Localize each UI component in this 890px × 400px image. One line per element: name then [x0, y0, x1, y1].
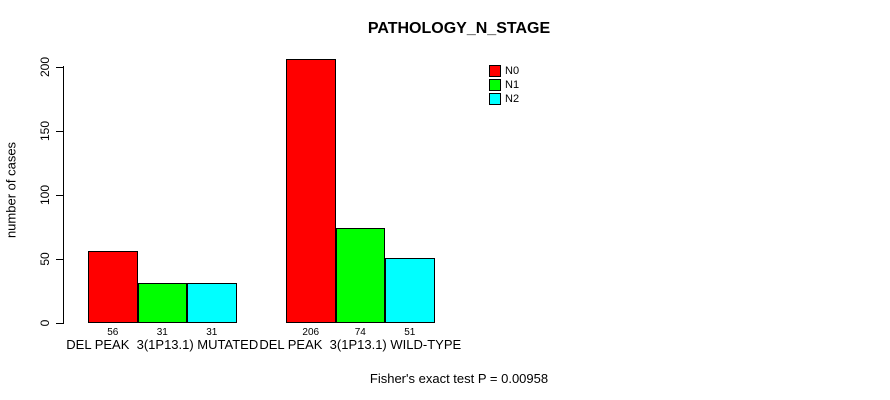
y-tick-mark — [56, 194, 63, 196]
bar-n2-group2 — [385, 257, 435, 323]
bar-n0-group2 — [286, 59, 336, 323]
bar-n1-group1 — [137, 283, 187, 323]
bar-value-label: 31 — [156, 327, 168, 338]
y-tick-label: 0 — [38, 319, 52, 327]
legend-label: N1 — [505, 79, 520, 91]
annotation-text: Fisher's exact test P = 0.00958 — [369, 371, 549, 386]
y-tick-label: 50 — [38, 252, 52, 266]
legend-swatch-n2 — [489, 93, 501, 105]
bar-value-label: 56 — [107, 327, 119, 338]
bar-value-label: 51 — [404, 327, 416, 338]
y-tick-mark — [56, 130, 63, 132]
legend-item-n0: N0 — [489, 65, 519, 77]
legend-item-n2: N2 — [489, 93, 519, 105]
legend-item-n1: N1 — [489, 79, 519, 91]
bar-n2-group1 — [187, 283, 237, 323]
y-tick-mark — [56, 66, 63, 68]
y-tick-mark — [56, 258, 63, 260]
bar-n1-group2 — [335, 228, 385, 323]
y-tick-mark — [56, 322, 63, 324]
chart-title: PATHOLOGY_N_STAGE — [367, 20, 551, 37]
y-tick-label: 150 — [38, 120, 52, 142]
bar-value-label: 206 — [302, 327, 320, 338]
bar-value-label: 31 — [206, 327, 218, 338]
legend-swatch-n1 — [489, 79, 501, 91]
legend-swatch-n0 — [489, 65, 501, 77]
legend-label: N2 — [505, 93, 520, 105]
y-axis-label: number of cases — [3, 141, 19, 239]
bar-value-label: 74 — [354, 327, 366, 338]
legend: N0 N1 N2 — [489, 65, 519, 107]
bar-n0-group1 — [88, 251, 138, 323]
y-tick-label: 200 — [38, 56, 52, 78]
y-axis-line — [63, 66, 64, 324]
x-group-label: DEL PEAK 3(1P13.1) WILD-TYPE — [259, 337, 462, 352]
x-group-label: DEL PEAK 3(1P13.1) MUTATED — [66, 337, 259, 352]
y-tick-label: 100 — [38, 184, 52, 206]
legend-label: N0 — [505, 65, 520, 77]
